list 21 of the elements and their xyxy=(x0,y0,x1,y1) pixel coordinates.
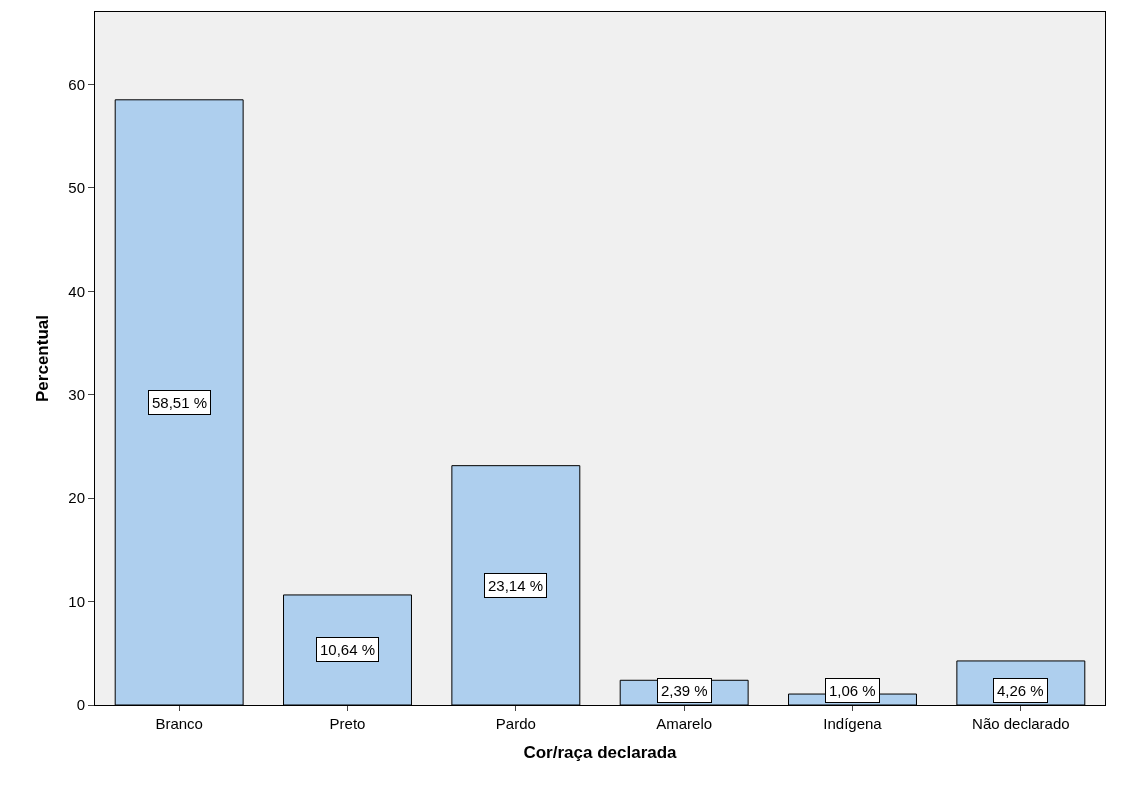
data-label: 4,26 % xyxy=(997,682,1044,699)
x-tick-label: Amarelo xyxy=(656,715,713,732)
y-tick-label: 40 xyxy=(68,282,85,300)
y-tick-label: 10 xyxy=(68,592,85,610)
data-label: 23,14 % xyxy=(488,577,544,594)
x-tick-label: Não declarado xyxy=(972,715,1070,732)
data-label: 58,51 % xyxy=(152,394,208,411)
y-tick-label: 20 xyxy=(68,489,85,507)
x-tick-label: Branco xyxy=(155,715,203,732)
y-tick-label: 60 xyxy=(68,75,85,93)
x-axis-title: Cor/raça declarada xyxy=(523,743,678,763)
y-tick-label: 50 xyxy=(68,179,85,197)
y-axis-title: Percentual xyxy=(32,315,52,402)
x-tick-label: Preto xyxy=(329,715,366,732)
data-label: 1,06 % xyxy=(829,682,876,699)
y-tick-label: 30 xyxy=(68,385,85,403)
x-tick-label: Pardo xyxy=(495,715,536,732)
y-tick-label: 0 xyxy=(76,696,85,714)
data-label: 10,64 % xyxy=(320,641,376,658)
x-tick-label: Indígena xyxy=(823,715,883,732)
data-label: 2,39 % xyxy=(661,682,708,699)
